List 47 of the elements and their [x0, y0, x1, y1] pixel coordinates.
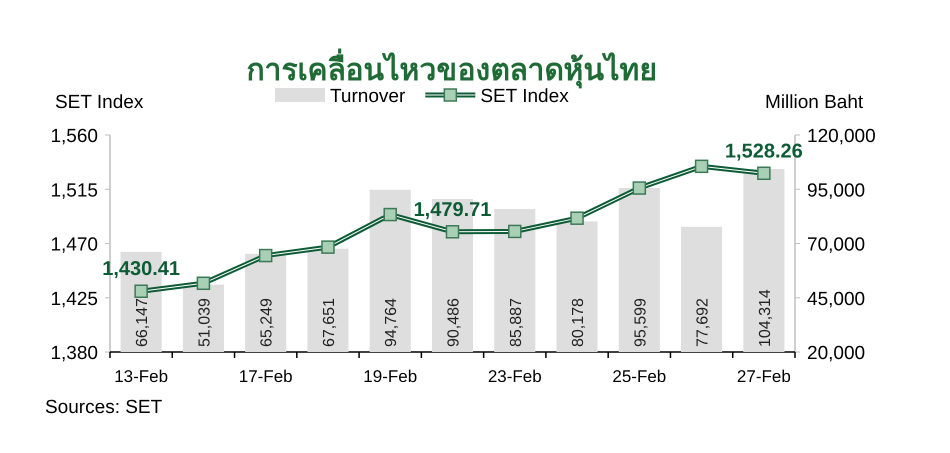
y2-tick-label: 120,000: [807, 126, 876, 147]
y2-tick-label: 45,000: [807, 288, 866, 310]
y2-axis-title: Million Baht: [765, 92, 864, 113]
data-label: 65,249: [258, 298, 276, 347]
x-tick-label: 19-Feb: [363, 367, 418, 386]
point: [446, 225, 460, 239]
point: [508, 224, 522, 238]
data-label: 77,692: [694, 298, 712, 347]
data-label: 95,599: [632, 298, 650, 347]
point: [134, 284, 148, 298]
data-label: 80,178: [570, 298, 588, 347]
x-tick-label: 13-Feb: [114, 367, 168, 386]
y-tick-label: 1,380: [50, 343, 98, 364]
data-label: 1,430.41: [102, 258, 180, 280]
data-label: 67,651: [320, 298, 338, 347]
data-label: 1,479.71: [414, 198, 492, 221]
x-tick-label: 27-Feb: [736, 367, 791, 386]
y-tick-label: 1,470: [50, 234, 98, 256]
data-label: 51,039: [196, 298, 214, 347]
point: [383, 208, 397, 222]
point: [694, 160, 708, 174]
point: [632, 181, 646, 195]
y2-tick-label: 95,000: [807, 180, 866, 202]
x-tick-label: 17-Feb: [238, 367, 293, 386]
y2-tick-label: 20,000: [807, 343, 866, 364]
legend-label: SET Index: [480, 86, 570, 107]
data-label: 90,486: [446, 298, 462, 347]
data-label: 104,314: [756, 289, 774, 347]
x-tick-label: 25-Feb: [612, 367, 666, 386]
y-tick-label: 1,560: [50, 126, 98, 147]
y-tick-label: 1,425: [50, 288, 98, 310]
point: [196, 276, 210, 290]
data-label: 85,887: [508, 298, 525, 347]
point: [757, 166, 771, 180]
point: [321, 240, 335, 254]
point: [570, 211, 584, 225]
data-label: 1,528.26: [724, 140, 803, 162]
data-label: 94,764: [383, 298, 400, 347]
legend-label: Turnover: [330, 86, 406, 107]
y2-tick-label: 70,000: [807, 234, 866, 256]
source-note: Sources: SET: [45, 397, 163, 418]
y-tick-label: 1,515: [50, 180, 98, 202]
y-axis-title: SET Index: [55, 92, 144, 113]
x-tick-label: 23-Feb: [488, 367, 542, 386]
point: [258, 248, 272, 262]
data-label: 66,147: [134, 298, 152, 347]
chart-title: การเคลื่อนไหวของตลาดหุ้นไทย: [246, 48, 658, 89]
